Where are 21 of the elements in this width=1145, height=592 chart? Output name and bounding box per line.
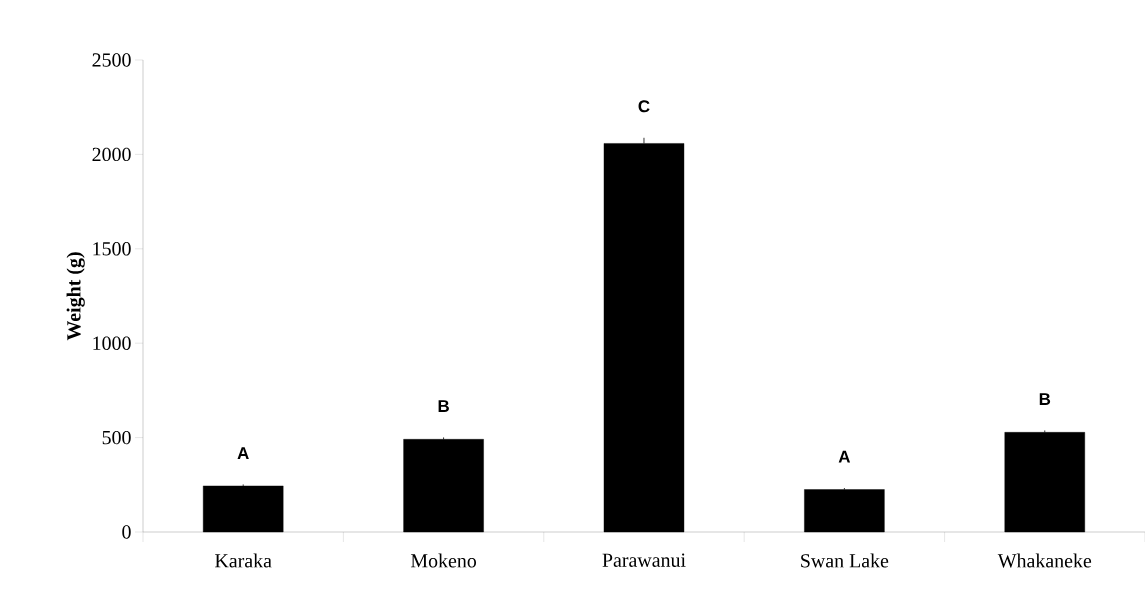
y-tick-label: 0 <box>122 525 131 539</box>
bar <box>804 489 885 533</box>
y-tick-label: 2500 <box>92 53 131 67</box>
bar <box>403 439 484 533</box>
y-tick-label: 1500 <box>93 242 131 256</box>
bar <box>203 485 284 533</box>
annotation: A <box>838 450 851 463</box>
annotation: C <box>638 100 650 113</box>
annotation: A <box>237 447 249 459</box>
y-tick-label: 1000 <box>93 336 131 350</box>
x-tick-label: Karaka <box>215 553 272 568</box>
x-tick-label: Swan Lake <box>801 553 889 568</box>
bar <box>1004 432 1085 533</box>
x-tick-label: Whakaneke <box>997 553 1092 568</box>
annotation: B <box>438 400 449 412</box>
x-tick-label: Parawanui <box>602 553 686 567</box>
y-axis-title: Weight (g) <box>66 252 85 341</box>
y-tick-label: 2000 <box>92 147 131 162</box>
y-tick-label: 500 <box>102 430 131 445</box>
x-tick-label: Mokeno <box>410 553 477 568</box>
annotation: B <box>1039 393 1051 405</box>
